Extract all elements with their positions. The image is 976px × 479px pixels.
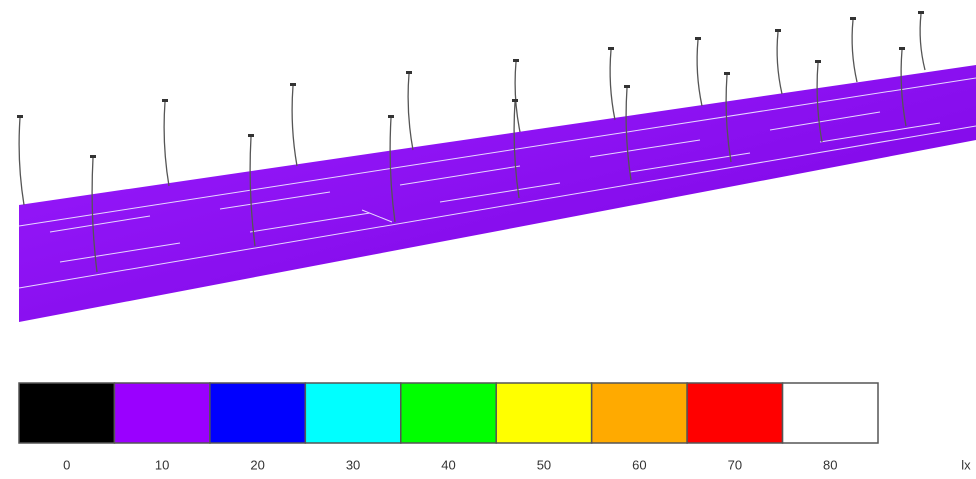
legend-label: 50 bbox=[537, 457, 551, 472]
lamp bbox=[850, 17, 856, 20]
legend-label: 20 bbox=[250, 457, 264, 472]
light-poles bbox=[17, 11, 926, 273]
road-surface bbox=[19, 65, 976, 322]
pole bbox=[407, 73, 414, 151]
pole bbox=[696, 39, 703, 107]
pole bbox=[291, 85, 298, 167]
lamp bbox=[899, 47, 905, 50]
pole bbox=[514, 61, 521, 133]
lamp bbox=[406, 71, 412, 74]
legend-swatch bbox=[113, 382, 211, 444]
lamp bbox=[90, 155, 96, 158]
pole bbox=[513, 101, 520, 199]
pole bbox=[18, 117, 25, 206]
pole bbox=[91, 157, 98, 273]
legend-label: 80 bbox=[823, 457, 837, 472]
lamp bbox=[608, 47, 614, 50]
color-legend: 0 10 20 30 40 50 60 70 80 lx bbox=[18, 382, 971, 472]
pole bbox=[919, 13, 926, 71]
legend-swatch bbox=[18, 382, 116, 444]
lamp bbox=[162, 99, 168, 102]
lamp bbox=[512, 99, 518, 102]
legend-label: 10 bbox=[155, 457, 169, 472]
lamp bbox=[513, 59, 519, 62]
pole bbox=[249, 136, 256, 247]
legend-swatch bbox=[400, 382, 497, 444]
legend-unit: lx bbox=[961, 457, 971, 472]
lamp bbox=[17, 115, 23, 118]
legend-label: 0 bbox=[63, 457, 70, 472]
lamp bbox=[624, 85, 630, 88]
pole bbox=[389, 117, 396, 223]
legend-label: 40 bbox=[441, 457, 455, 472]
lane-markings bbox=[18, 77, 976, 289]
legend-swatch bbox=[495, 382, 593, 444]
pole bbox=[725, 74, 732, 163]
lamp bbox=[248, 134, 254, 137]
legend-swatch bbox=[686, 382, 784, 444]
pole bbox=[609, 49, 616, 121]
legend-label: 70 bbox=[728, 457, 742, 472]
pole bbox=[625, 87, 632, 181]
pole bbox=[816, 62, 823, 143]
lamp bbox=[775, 29, 781, 32]
pole bbox=[851, 19, 858, 83]
pole bbox=[900, 49, 907, 127]
legend-label: 60 bbox=[632, 457, 646, 472]
pole bbox=[776, 31, 783, 95]
legend-swatch bbox=[304, 382, 402, 444]
legend-swatch bbox=[590, 382, 688, 444]
legend-label: 30 bbox=[346, 457, 360, 472]
lamp bbox=[724, 72, 730, 75]
lamp bbox=[815, 60, 821, 63]
legend-swatch bbox=[209, 382, 307, 444]
legend-swatch bbox=[781, 382, 879, 444]
lamp bbox=[388, 115, 394, 118]
pole bbox=[163, 101, 170, 187]
lamp bbox=[290, 83, 296, 86]
lamp bbox=[695, 37, 701, 40]
lamp bbox=[918, 11, 924, 14]
